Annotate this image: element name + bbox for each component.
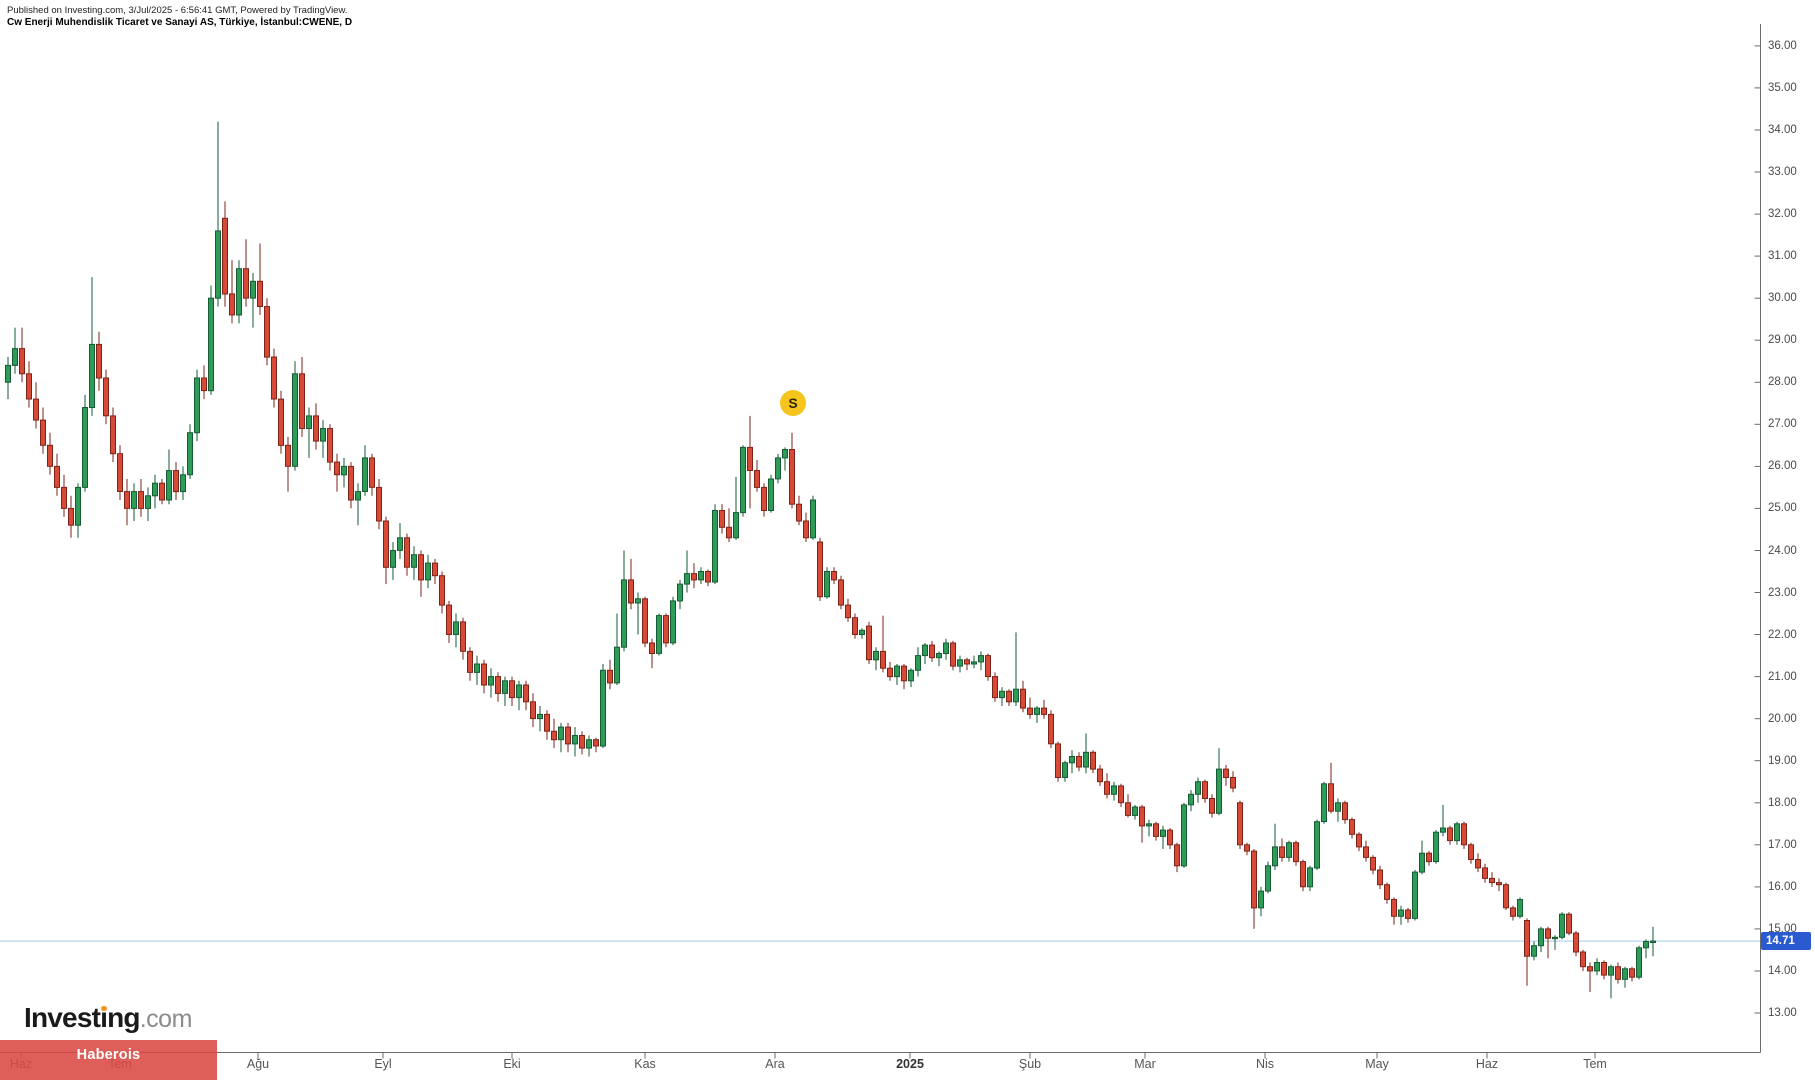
- price-axis-label: 27.00: [1768, 418, 1797, 431]
- price-axis-label: 36.00: [1768, 39, 1797, 52]
- time-axis-label: Mar: [1134, 1057, 1156, 1071]
- last-price-badge: 14.71: [1761, 932, 1811, 951]
- price-axis-label: 28.00: [1768, 376, 1797, 389]
- price-axis-label: 24.00: [1768, 544, 1797, 557]
- price-axis-label: 32.00: [1768, 208, 1797, 221]
- price-axis-label: 19.00: [1768, 754, 1797, 767]
- price-axis-label: 20.00: [1768, 712, 1797, 725]
- price-axis-label: 13.00: [1768, 1007, 1797, 1019]
- investing-logo: Investıng.com: [24, 1002, 192, 1034]
- price-axis-label: 25.00: [1768, 502, 1797, 515]
- time-axis-label: May: [1365, 1057, 1389, 1071]
- price-axis-label: 26.00: [1768, 460, 1797, 473]
- published-attribution-text: Published on Investing.com, 3/Jul/2025 -…: [7, 5, 348, 16]
- sell-signal-marker: [780, 390, 806, 416]
- price-axis-label: 33.00: [1768, 166, 1797, 178]
- price-axis-label: 17.00: [1768, 838, 1797, 851]
- investing-logo-text: Investıng: [24, 1002, 141, 1033]
- price-axis-label: 23.00: [1768, 586, 1797, 599]
- price-axis-label: 18.00: [1768, 796, 1797, 809]
- price-axis-label: 22.00: [1768, 628, 1797, 641]
- time-axis-label: 2025: [896, 1057, 924, 1071]
- time-axis-label: Kas: [634, 1057, 656, 1071]
- time-axis-label: Nis: [1255, 1057, 1275, 1071]
- time-axis-label: Haz: [1475, 1057, 1499, 1071]
- price-axis-label: 31.00: [1768, 250, 1797, 263]
- price-axis-label: 34.00: [1768, 124, 1797, 136]
- price-axis-label: 14.00: [1768, 965, 1797, 977]
- investing-logo-suffix: .com: [139, 1005, 193, 1033]
- price-axis-label: 21.00: [1768, 670, 1797, 683]
- price-axis-label: 35.00: [1768, 81, 1797, 94]
- time-axis-label: Ağu: [246, 1057, 270, 1071]
- price-axis-label: 29.00: [1768, 334, 1797, 347]
- haberois-watermark-badge: Haberois: [0, 1040, 217, 1080]
- time-axis-label: Şub: [1018, 1057, 1042, 1071]
- time-axis-label: Eyl: [374, 1057, 392, 1071]
- haberois-label: Haberois: [76, 1047, 141, 1063]
- price-axis-label: 15.00: [1768, 922, 1797, 935]
- time-axis-label: Ara: [765, 1057, 785, 1071]
- svg-text:S: S: [788, 395, 797, 411]
- investing-logo-orange-dot-icon: ı: [100, 1002, 108, 1033]
- time-axis-label: Tem: [1583, 1057, 1607, 1071]
- time-axis-label: Eki: [503, 1057, 521, 1071]
- price-axis-label: 16.00: [1768, 880, 1797, 893]
- symbol-title-text: Cw Enerji Muhendislik Ticaret ve Sanayi …: [7, 17, 353, 28]
- price-axis-label: 30.00: [1768, 292, 1797, 305]
